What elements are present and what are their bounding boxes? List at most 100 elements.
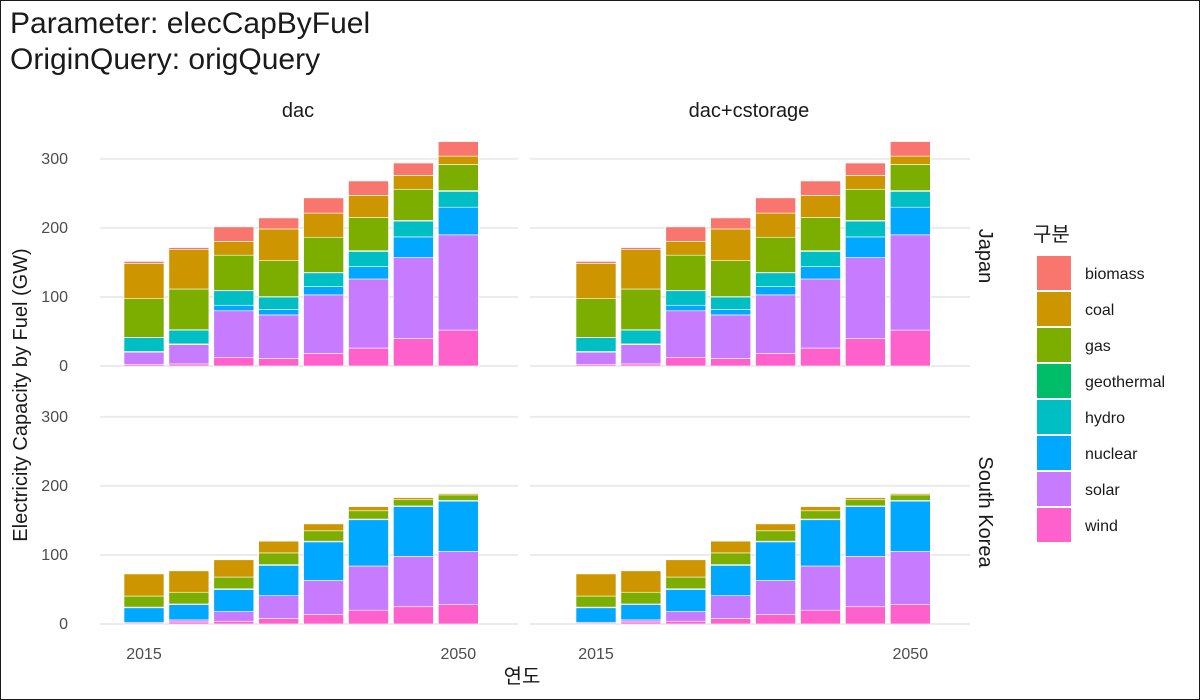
- bar-segment-coal-2050: [889, 155, 931, 165]
- legend-label-hydro: hydro: [1085, 410, 1125, 427]
- bar-segment-gas-2045: [393, 499, 434, 507]
- bar-segment-nuclear-2050: [437, 500, 479, 552]
- legend-key-solar: [1037, 472, 1071, 506]
- bar-segment-gas-2050: [437, 494, 479, 501]
- bar-segment-nuclear-2045: [393, 236, 434, 258]
- bar-segment-hydro-2050: [889, 191, 931, 208]
- bar-segment-solar-2040: [348, 278, 389, 349]
- chart-title-line-1: Parameter: elecCapByFuel: [10, 7, 371, 40]
- bar-segment-coal-2030: [258, 540, 300, 554]
- bar-segment-coal-2035: [755, 212, 796, 238]
- bar-segment-coal-2025: [665, 241, 707, 256]
- bar-segment-coal-2035: [303, 523, 344, 532]
- facet-row-label-south-korea: South Korea: [974, 456, 996, 568]
- bar-segment-solar-2025: [665, 611, 707, 622]
- bar-segment-gas-2045: [393, 188, 434, 221]
- bar-segment-wind-2030: [710, 358, 752, 367]
- bar-segment-coal-2020: [620, 570, 662, 593]
- x-tick-label-2050: 2050: [441, 646, 477, 663]
- panel-dac-cstorage-south-korea: 2015 2050: [530, 415, 970, 663]
- bar-segment-solar-2045: [393, 556, 434, 608]
- bar-segment-nuclear-2025: [213, 304, 255, 312]
- bar-segment-solar-2045: [845, 556, 886, 608]
- bar-segment-solar-2020: [168, 619, 210, 623]
- bar-segment-coal-2015: [123, 263, 165, 299]
- legend-label-geothermal: geothermal: [1085, 374, 1165, 391]
- x-axis-title: 연도: [504, 665, 541, 688]
- bar-segment-gas-2040: [800, 217, 841, 252]
- bar-segment-gas-2020: [168, 288, 210, 331]
- bar-segment-hydro-2020: [168, 329, 210, 345]
- bar-segment-wind-2025: [213, 620, 255, 625]
- y-tick-label-300: 300: [41, 409, 68, 426]
- bar-segment-solar-2030: [258, 595, 300, 619]
- bar-segment-wind-2030: [710, 618, 752, 625]
- bar-segment-coal-2045: [393, 497, 434, 501]
- bar-segment-biomass-2030: [710, 217, 752, 230]
- bar-segment-solar-2035: [755, 294, 796, 354]
- bar-segment-gas-2025: [213, 254, 255, 291]
- y-axis-title: Electricity Capacity by Fuel (GW): [10, 248, 32, 541]
- bar-segment-biomass-2050: [437, 141, 479, 157]
- bar-segment-hydro-2025: [213, 290, 255, 306]
- bar-segment-biomass-2050: [889, 492, 931, 494]
- bar-segment-nuclear-2050: [437, 206, 479, 236]
- y-tick-label-200: 200: [41, 220, 68, 237]
- bar-segment-gas-2015: [123, 298, 165, 338]
- bar-segment-biomass-2035: [755, 197, 796, 214]
- bar-segment-hydro-2045: [393, 220, 434, 238]
- bar-segment-nuclear-2050: [889, 206, 931, 236]
- bar-segment-solar-2020: [620, 619, 662, 623]
- bar-segment-coal-2030: [710, 228, 752, 262]
- bar-segment-biomass-2040: [348, 180, 389, 196]
- bar-segment-solar-2040: [800, 278, 841, 349]
- bar-segment-hydro-2030: [258, 296, 300, 310]
- bar-segment-coal-2025: [665, 559, 707, 578]
- bar-segment-wind-2035: [303, 614, 344, 625]
- bar-segment-solar-2035: [303, 294, 344, 354]
- bar-segment-nuclear-2030: [258, 565, 300, 596]
- bar-segment-hydro-2030: [710, 296, 752, 310]
- bar-segment-gas-2015: [575, 298, 617, 338]
- y-tick-label-300: 300: [41, 151, 68, 168]
- bar-segment-coal-2020: [168, 249, 210, 290]
- bar-segment-wind-2025: [213, 357, 255, 367]
- bar-segment-nuclear-2035: [303, 286, 344, 296]
- bar-segment-wind-2050: [437, 604, 479, 625]
- bar-segment-wind-2025: [665, 620, 707, 625]
- bar-segment-wind-2050: [437, 329, 479, 367]
- bar-segment-gas-2035: [755, 236, 796, 273]
- y-tick-label-0: 0: [59, 358, 68, 375]
- bar-segment-wind-2030: [258, 358, 300, 367]
- bar-segment-solar-2025: [213, 310, 255, 359]
- bar-segment-nuclear-2040: [800, 519, 841, 567]
- bar-segment-biomass-2050: [437, 492, 479, 494]
- legend-key-gas: [1037, 328, 1071, 362]
- bar-segment-solar-2040: [348, 565, 389, 611]
- facet-row-label-japan: Japan: [974, 229, 996, 284]
- bar-segment-solar-2020: [168, 344, 210, 365]
- bar-segment-wind-2035: [755, 353, 796, 367]
- bar-segment-gas-2025: [665, 254, 707, 291]
- bar-segment-gas-2015: [123, 595, 165, 608]
- bar-segment-wind-2030: [258, 618, 300, 625]
- bar-segment-wind-2020: [620, 621, 662, 625]
- bar-segment-wind-2025: [665, 357, 707, 367]
- bar-segment-coal-2040: [800, 506, 841, 512]
- bar-segment-gas-2025: [213, 576, 255, 590]
- legend-label-gas: gas: [1085, 338, 1111, 355]
- bar-segment-biomass-2045: [845, 162, 886, 176]
- legend-key-wind: [1037, 508, 1071, 542]
- legend-label-solar: solar: [1085, 482, 1120, 499]
- bar-segment-solar-2030: [258, 314, 300, 359]
- bar-segment-wind-2040: [348, 609, 389, 625]
- bar-segment-wind-2050: [889, 604, 931, 625]
- bar-segment-gas-2040: [348, 217, 389, 252]
- bar-segment-nuclear-2035: [755, 541, 796, 581]
- bar-segment-nuclear-2030: [710, 309, 752, 316]
- bar-segment-biomass-2045: [393, 162, 434, 176]
- bar-segment-gas-2030: [710, 260, 752, 297]
- bar-segment-solar-2050: [437, 234, 479, 331]
- bar-segment-hydro-2045: [845, 220, 886, 238]
- legend: biomass coal gas geothermal hydro nuclear sola…: [1037, 256, 1165, 542]
